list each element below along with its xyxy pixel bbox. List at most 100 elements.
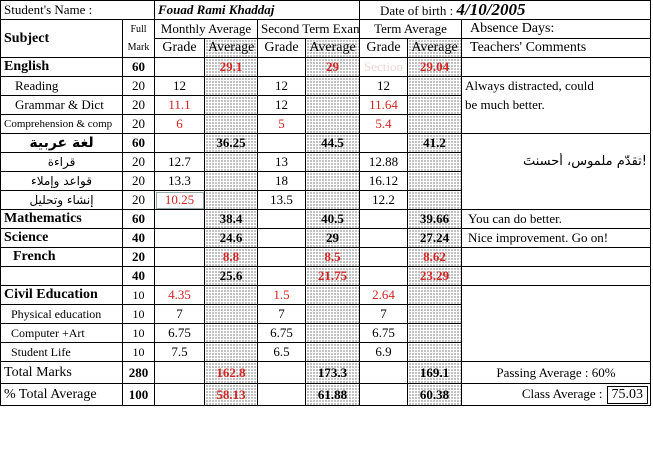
monthly-average-header: Monthly Average	[154, 19, 258, 39]
full-mark: 20	[122, 114, 155, 134]
monthly-grade: 7.5	[154, 342, 205, 362]
full-mark: 60	[122, 57, 155, 77]
second-average: 29	[305, 57, 360, 77]
monthly-grade: 6.75	[154, 323, 205, 343]
second-grade: 12	[257, 76, 306, 96]
term-grade: Section	[359, 57, 408, 77]
term-grade: 7	[359, 304, 408, 324]
full-mark: 60	[122, 209, 155, 229]
subject-name: لغة عربية	[0, 133, 123, 153]
subject-name: English	[0, 57, 123, 77]
full-mark-header: Full Mark	[122, 19, 155, 58]
subject-name: Comprehension & comp	[0, 114, 123, 134]
table-row: French 20 8.8 8.5 8.62	[0, 247, 651, 267]
term-average: 29.04	[407, 57, 462, 77]
monthly-average: 25.6	[204, 266, 258, 286]
subject-name: Student Life	[0, 342, 123, 362]
second-grade: 18	[257, 171, 306, 191]
second-average: 44.5	[305, 133, 360, 153]
monthly-average: 8.8	[204, 247, 258, 267]
monthly-grade: 13.3	[154, 171, 205, 191]
term-grade: 5.4	[359, 114, 408, 134]
full-mark: 40	[122, 228, 155, 248]
full-mark: 10	[122, 304, 155, 324]
monthly-grade: 12	[154, 76, 205, 96]
table-row: لغة عربية 60 36.25 44.5 41.2	[0, 133, 651, 153]
grades-table: Student's Name : Fouad Rami Khaddaj Date…	[0, 0, 651, 406]
second-average: 8.5	[305, 247, 360, 267]
monthly-average: 36.25	[204, 133, 258, 153]
subject-name: Science	[0, 228, 123, 248]
term-average: 27.24	[407, 228, 462, 248]
term-grade: 12.2	[359, 190, 408, 210]
dob-label: Date of birth :	[380, 2, 454, 18]
second-grade: 7	[257, 304, 306, 324]
table-row: إنشاء وتحليل 20 10.25 13.5 12.2	[0, 190, 651, 210]
full-mark: 10	[122, 323, 155, 343]
table-row: Student Life 10 7.5 6.5 6.9	[0, 342, 651, 362]
term-grade: 6.9	[359, 342, 408, 362]
monthly-grade: 6	[154, 114, 205, 134]
term-grade: 11.64	[359, 95, 408, 115]
second-grade: 6.75	[257, 323, 306, 343]
monthly-average-subheader: Average	[204, 38, 258, 58]
full-mark: 20	[122, 152, 155, 172]
monthly-grade: 7	[154, 304, 205, 324]
table-row: 40 25.6 21.75 23.29	[0, 266, 651, 286]
full-mark: 100	[122, 383, 155, 406]
absence-days-label: Absence Days:	[461, 19, 651, 39]
term-grade: 12.88	[359, 152, 408, 172]
term-grade: 6.75	[359, 323, 408, 343]
teacher-comment: تقدّم ملموس، أحسنتَ!	[461, 152, 651, 172]
second-grade: 1.5	[257, 285, 306, 305]
full-mark: 280	[122, 361, 155, 384]
passing-average: Passing Average : 60%	[461, 361, 651, 384]
term-average: 8.62	[407, 247, 462, 267]
table-row: English 60 29.1 29 Section 29.04	[0, 57, 651, 77]
second-average: 61.88	[305, 383, 360, 406]
monthly-average: 38.4	[204, 209, 258, 229]
full-mark: 60	[122, 133, 155, 153]
table-row: Comprehension & comp 20 6 5 5.4	[0, 114, 651, 134]
monthly-average: 24.6	[204, 228, 258, 248]
term-average: 41.2	[407, 133, 462, 153]
table-row: قراءة 20 12.7 13 12.88 تقدّم ملموس، أحسن…	[0, 152, 651, 172]
table-row: Civil Education 10 4.35 1.5 2.64	[0, 285, 651, 305]
full-mark: 20	[122, 76, 155, 96]
teacher-comment: You can do better.	[461, 209, 651, 229]
dob-value: 4/10/2005	[456, 0, 526, 19]
second-grade: 6.5	[257, 342, 306, 362]
student-name-label: Student's Name :	[0, 0, 155, 20]
monthly-grade: 12.7	[154, 152, 205, 172]
full-mark: 20	[122, 190, 155, 210]
term-grade: 12	[359, 76, 408, 96]
term-grade-header: Grade	[359, 38, 408, 58]
teachers-comments-header: Teachers' Comments	[461, 38, 651, 58]
monthly-grade[interactable]: 10.25	[154, 190, 205, 210]
second-term-header: Second Term Exam	[257, 19, 360, 39]
table-row: Grammar & Dict 20 11.1 12 11.64 be much …	[0, 95, 651, 115]
term-grade: 2.64	[359, 285, 408, 305]
percent-row: % Total Average 100 58.13 61.88 60.38 Cl…	[0, 383, 651, 406]
table-row: Science 40 24.6 29 27.24 Nice improvemen…	[0, 228, 651, 248]
second-average: 29	[305, 228, 360, 248]
subject-name: Mathematics	[0, 209, 123, 229]
full-mark: 20	[122, 95, 155, 115]
full-mark: 20	[122, 171, 155, 191]
table-row: قواعد وإملاء 20 13.3 18 16.12	[0, 171, 651, 191]
subject-name: Computer +Art	[0, 323, 123, 343]
full-mark: 40	[122, 266, 155, 286]
table-row: Mathematics 60 38.4 40.5 39.66 You can d…	[0, 209, 651, 229]
percent-total-label: % Total Average	[0, 383, 123, 406]
header-row: Student's Name : Fouad Rami Khaddaj Date…	[0, 0, 651, 20]
term-average-header: Term Average	[359, 19, 462, 39]
class-average-label: Class Average :	[521, 385, 603, 401]
second-grade: 12	[257, 95, 306, 115]
term-average-subheader: Average	[407, 38, 462, 58]
second-average: 21.75	[305, 266, 360, 286]
monthly-average: 29.1	[204, 57, 258, 77]
second-average-subheader: Average	[305, 38, 360, 58]
monthly-grade: 4.35	[154, 285, 205, 305]
teacher-comment: Nice improvement. Go on!	[461, 228, 651, 248]
